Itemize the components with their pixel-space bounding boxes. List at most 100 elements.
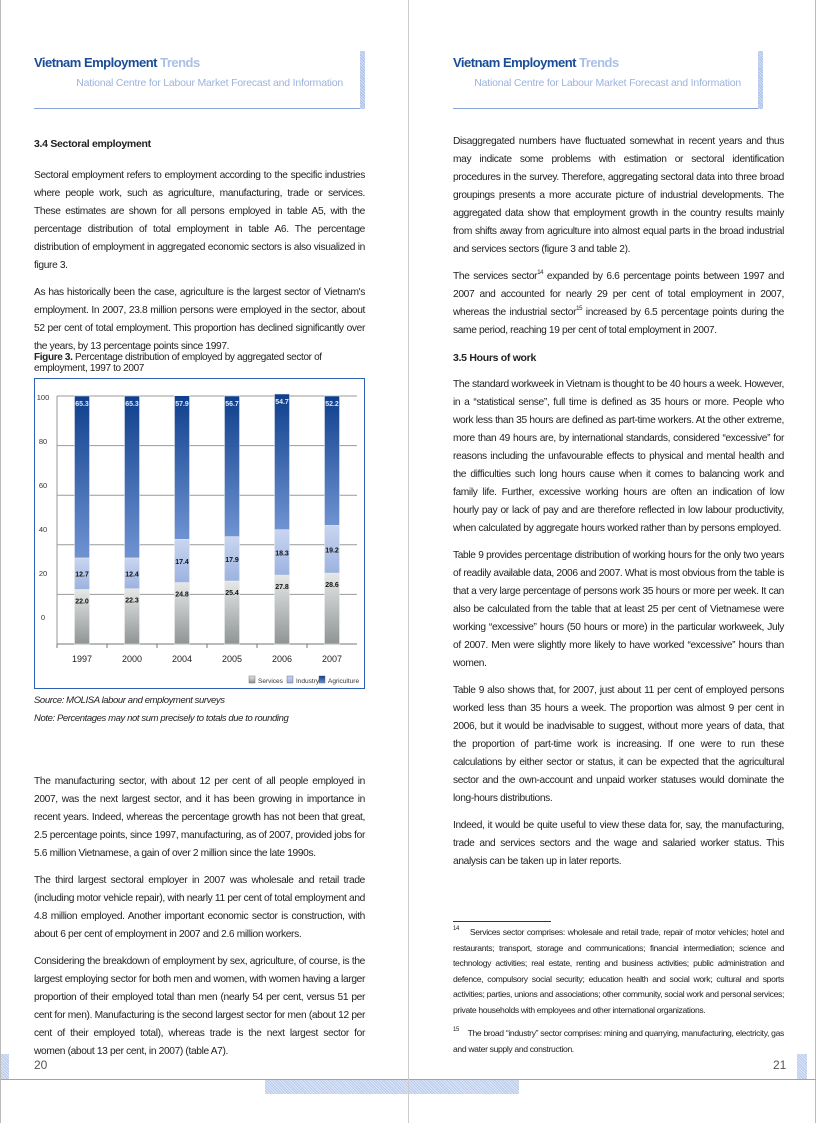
figure-caption: Figure 3. Percentage distribution of emp… <box>34 352 374 374</box>
data-label: 25.4 <box>225 590 239 597</box>
left-column-top: 3.4 Sectoral employment Sectoral employm… <box>34 135 365 365</box>
footer-decor <box>265 1080 409 1094</box>
header-title-main: Vietnam Employment <box>453 55 576 70</box>
x-tick-label: 2004 <box>172 654 192 664</box>
text: expanded by 6.6 percentage points betwee… <box>453 271 785 318</box>
data-label: 28.6 <box>325 582 339 589</box>
x-tick-label: 2007 <box>322 654 342 664</box>
paragraph: The third largest sectoral employer in 2… <box>34 875 365 940</box>
legend-swatch-services <box>248 675 256 684</box>
paragraph: The services sector14 expanded by 6.6 pe… <box>453 268 784 340</box>
data-label: 54.7 <box>275 399 289 406</box>
bar-agriculture <box>124 395 140 559</box>
header-subtitle: National Centre for Labour Market Foreca… <box>76 77 343 89</box>
footnote-ref[interactable]: 15 <box>576 306 583 312</box>
left-column-bottom: The manufacturing sector, with about 12 … <box>34 773 365 1070</box>
y-tick-label: 0 <box>41 613 45 622</box>
paragraph: Considering the breakdown of employment … <box>34 956 365 1057</box>
figure-3-chart: 100 80 60 40 20 0 22.0 12.7 65.3 1997 22.3 12.4 65.3… <box>34 378 365 689</box>
footnotes: 14 Services sector comprises: wholesale … <box>453 925 784 1057</box>
data-label: 24.8 <box>175 591 189 598</box>
data-label: 17.4 <box>175 559 189 566</box>
bar-agriculture <box>324 395 340 526</box>
data-label: 27.8 <box>275 584 289 591</box>
data-label: 52.2 <box>325 401 339 408</box>
header-decor <box>360 51 365 109</box>
header-title-accent: Trends <box>160 55 200 70</box>
y-tick-label: 20 <box>39 569 47 578</box>
bar-agriculture <box>74 395 90 559</box>
data-label: 17.9 <box>225 557 239 564</box>
header-title-main: Vietnam Employment <box>34 55 157 70</box>
bar-agriculture <box>274 393 290 530</box>
legend-label: Services <box>258 678 284 685</box>
paragraph: Indeed, it would be quite useful to view… <box>453 820 784 867</box>
legend-label: Industry <box>296 678 320 685</box>
x-tick-label: 1997 <box>72 654 92 664</box>
figure-caption-text: Percentage distribution of employed by a… <box>34 352 322 374</box>
page-decor <box>797 1054 807 1079</box>
data-label: 18.3 <box>275 550 289 557</box>
footer-rule <box>409 1079 816 1080</box>
legend-swatch-agriculture <box>318 675 326 684</box>
y-tick-label: 80 <box>39 437 47 446</box>
y-tick-label: 100 <box>37 393 50 402</box>
header-title-accent: Trends <box>579 55 619 70</box>
legend-swatch-industry <box>286 675 294 684</box>
footnote-14: 14 Services sector comprises: wholesale … <box>453 925 784 1018</box>
footnote-rule <box>453 921 551 922</box>
paragraph: Sectoral employment refers to employment… <box>34 170 365 271</box>
footnote-number: 15 <box>453 1027 459 1033</box>
x-tick-label: 2000 <box>122 654 142 664</box>
section-title: 3.5 Hours of work <box>453 352 537 364</box>
footnote-text: The broad “industry” sector comprises: m… <box>453 1028 784 1054</box>
text: increased by 6.5 percentage points durin… <box>453 307 784 336</box>
legend-label: Agriculture <box>328 678 359 685</box>
section-title: 3.4 Sectoral employment <box>34 138 151 150</box>
paragraph: Table 9 provides percentage distribution… <box>453 550 784 669</box>
figure-label: Figure 3. <box>34 352 73 363</box>
page-decor <box>1 1054 9 1079</box>
page-number: 20 <box>34 1058 48 1072</box>
data-label: 12.4 <box>125 571 139 578</box>
x-tick-label: 2005 <box>222 654 242 664</box>
figure-notes: Source: MOLISA labour and employment sur… <box>34 692 289 728</box>
paragraph: Table 9 also shows that, for 2007, just … <box>453 685 784 804</box>
data-label: 12.7 <box>75 572 89 579</box>
running-header: Vietnam Employment Trends National Centr… <box>34 51 365 109</box>
footnote-15: 15 The broad “industry” sector comprises… <box>453 1026 784 1057</box>
header-subtitle: National Centre for Labour Market Foreca… <box>474 77 741 89</box>
data-label: 19.2 <box>325 547 339 554</box>
data-label: 65.3 <box>75 401 89 408</box>
text: The services sector <box>453 271 538 282</box>
data-label: 22.3 <box>125 598 139 605</box>
data-label: 22.0 <box>75 598 89 605</box>
y-tick-label: 40 <box>39 525 47 534</box>
page-number: 21 <box>773 1058 787 1072</box>
data-label: 65.3 <box>125 401 139 408</box>
running-header: Vietnam Employment Trends National Centr… <box>453 51 763 109</box>
header-title: Vietnam Employment Trends <box>453 55 619 70</box>
right-page: Vietnam Employment Trends National Centr… <box>408 0 816 1123</box>
paragraph: As has historically been the case, agric… <box>34 287 365 352</box>
header-title: Vietnam Employment Trends <box>34 55 200 70</box>
paragraph: The standard workweek in Vietnam is thou… <box>453 379 784 534</box>
y-tick-label: 60 <box>39 481 47 490</box>
footer-rule <box>1 1079 409 1080</box>
figure-source: Source: MOLISA labour and employment sur… <box>34 695 225 706</box>
left-page: Vietnam Employment Trends National Centr… <box>0 0 409 1123</box>
footer-decor <box>409 1080 519 1094</box>
bar-agriculture <box>224 395 240 537</box>
right-column: Disaggregated numbers have fluctuated so… <box>453 133 784 880</box>
data-label: 56.7 <box>225 401 239 408</box>
footnote-number: 14 <box>453 926 459 932</box>
figure-note: Note: Percentages may not sum precisely … <box>34 713 289 724</box>
chart-svg: 100 80 60 40 20 0 22.0 12.7 65.3 1997 22.3 12.4 65.3… <box>37 393 360 685</box>
paragraph: Disaggregated numbers have fluctuated so… <box>453 136 784 255</box>
footnote-text: Services sector comprises: wholesale and… <box>453 927 784 1015</box>
header-decor <box>758 51 763 109</box>
data-label: 57.9 <box>175 401 189 408</box>
paragraph: The manufacturing sector, with about 12 … <box>34 776 365 859</box>
bar-agriculture <box>174 395 190 540</box>
footnote-ref[interactable]: 14 <box>537 270 544 276</box>
